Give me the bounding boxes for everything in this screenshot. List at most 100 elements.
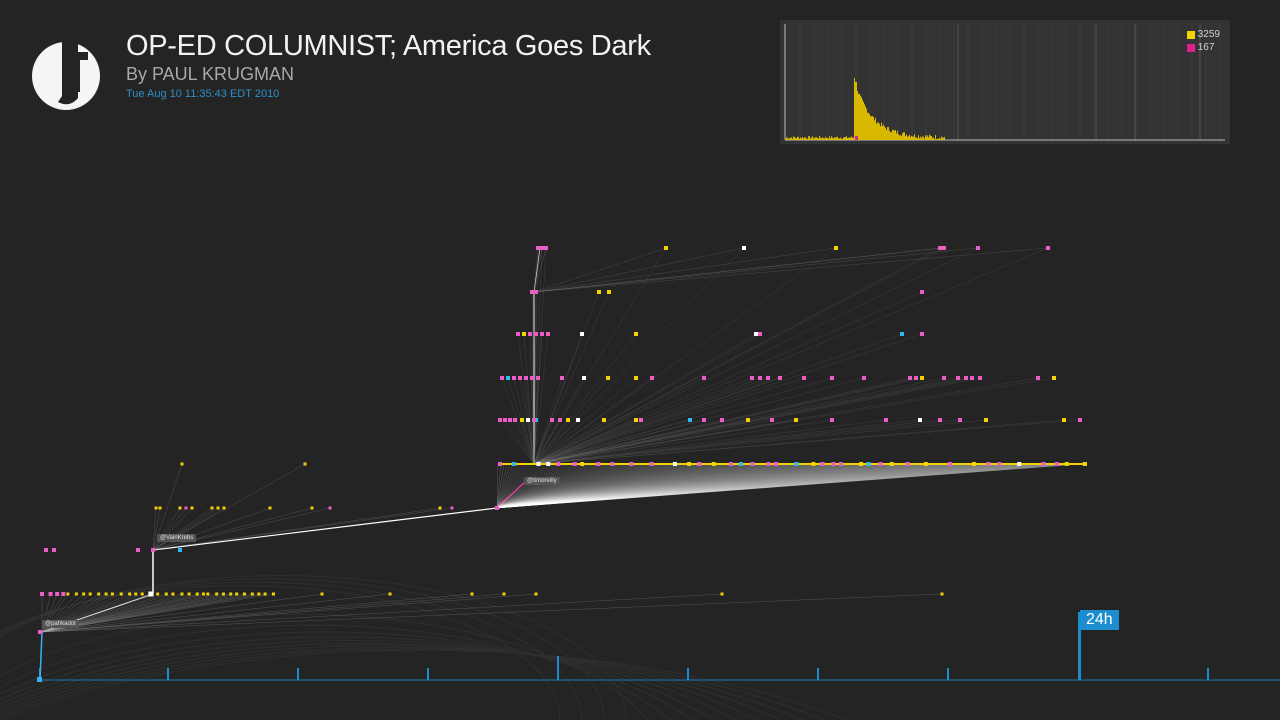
histogram-bar — [883, 124, 884, 140]
histogram-bar — [865, 106, 866, 140]
retweet-edge — [496, 463, 742, 509]
retweet-edge — [533, 247, 837, 293]
retweet-edge — [533, 291, 610, 465]
retweet-edge — [496, 463, 673, 509]
tweet-node — [206, 592, 210, 596]
retweet-edge — [533, 377, 705, 465]
retweet-edge — [496, 463, 610, 509]
activity-histogram[interactable]: 3259 167 — [780, 20, 1230, 144]
histogram-bar — [933, 137, 934, 140]
retweet-edge — [496, 463, 715, 509]
retweet-edge — [496, 463, 550, 509]
retweet-edge — [533, 419, 797, 465]
retweet-edge — [496, 463, 622, 509]
user-label-vainkrebs[interactable]: @VainKrebs — [157, 534, 197, 542]
histogram-bar — [876, 123, 877, 140]
tweet-node — [942, 376, 946, 380]
histogram-bar — [907, 136, 908, 140]
retweet-edge — [496, 463, 790, 509]
tweet-node — [328, 506, 332, 510]
tweet-node — [720, 418, 724, 422]
retweet-node — [52, 548, 56, 552]
histogram-bar — [840, 137, 841, 140]
histogram-bar — [915, 137, 916, 140]
retweet-edge — [496, 463, 682, 509]
tweet-node — [320, 592, 324, 596]
retweet-edge — [496, 463, 724, 509]
histogram-bar — [912, 136, 913, 140]
retweet-edge — [496, 463, 706, 509]
retweet-count: 167 — [1197, 42, 1215, 53]
retweet-edge — [533, 377, 609, 465]
retweet-edge — [496, 463, 991, 509]
tweet-node — [711, 462, 716, 466]
histogram-bar — [815, 137, 816, 140]
tweet-node — [154, 506, 158, 510]
histogram-bar — [839, 138, 840, 140]
retweet-edge — [41, 593, 537, 633]
histogram-bar — [794, 137, 795, 140]
retweet-edge — [533, 247, 945, 465]
tweet-node — [110, 592, 114, 596]
tweet-node — [536, 462, 541, 466]
histogram-bar — [930, 135, 931, 140]
retweet-edge — [496, 463, 1069, 509]
chain-edge — [496, 479, 528, 509]
retweet-edge — [533, 419, 749, 465]
histogram-bar — [855, 82, 856, 140]
histogram-bar — [820, 137, 821, 140]
retweet-edge — [496, 463, 568, 509]
user-label-timoreilly[interactable]: @timoreilly — [524, 477, 560, 485]
retweet-edge — [496, 463, 595, 509]
tweet-node — [862, 376, 866, 380]
retweet-edge — [496, 463, 853, 509]
retweet-edge — [496, 463, 1084, 509]
retweet-edge — [496, 463, 1054, 509]
retweet-edge — [533, 419, 537, 465]
tweet-node — [702, 418, 706, 422]
histogram-bar — [925, 135, 926, 140]
retweet-edge — [496, 463, 964, 509]
histogram-bar — [803, 138, 804, 140]
retweet-edge — [533, 377, 1039, 465]
histogram-bar — [848, 137, 849, 140]
retweet-edge — [533, 419, 637, 465]
tweet-node — [550, 418, 554, 422]
retweet-edge — [41, 593, 505, 633]
retweet-edge — [496, 463, 1072, 509]
retweet-edge — [496, 463, 553, 509]
histogram-bar — [813, 138, 814, 140]
tweet-node — [978, 376, 982, 380]
tweet-node — [536, 376, 540, 380]
tweet-node — [629, 462, 634, 466]
tweet-node — [48, 592, 53, 596]
histogram-bar — [911, 135, 912, 140]
tweet-node — [1052, 376, 1056, 380]
retweet-edge — [533, 419, 987, 465]
user-label-pahkadot[interactable]: @pahkadot — [42, 620, 79, 628]
tweet-node — [606, 376, 610, 380]
histogram-bar — [869, 113, 870, 140]
tweet-node — [720, 592, 724, 596]
retweet-edge — [496, 463, 517, 509]
legend-item-retweets: 167 — [1186, 41, 1220, 54]
tweet-node — [580, 332, 584, 336]
retweet-edge — [496, 463, 580, 509]
retweet-edge — [533, 247, 543, 465]
tweet-node — [920, 376, 924, 380]
retweet-edge — [496, 463, 871, 509]
tweet-node — [778, 376, 782, 380]
background-arc — [0, 636, 715, 720]
retweet-edge — [496, 463, 574, 509]
retweet-edge — [517, 333, 535, 465]
retweet-edge — [533, 377, 805, 465]
time-badge[interactable]: 24h — [1080, 610, 1119, 630]
retweet-edge — [496, 463, 613, 509]
histogram-bar — [926, 136, 927, 140]
histogram-bar — [858, 93, 859, 140]
retweet-edge — [533, 377, 653, 465]
tweet-node — [502, 592, 506, 596]
tweet-swatch — [1186, 30, 1195, 39]
retweet-edge — [496, 463, 652, 509]
